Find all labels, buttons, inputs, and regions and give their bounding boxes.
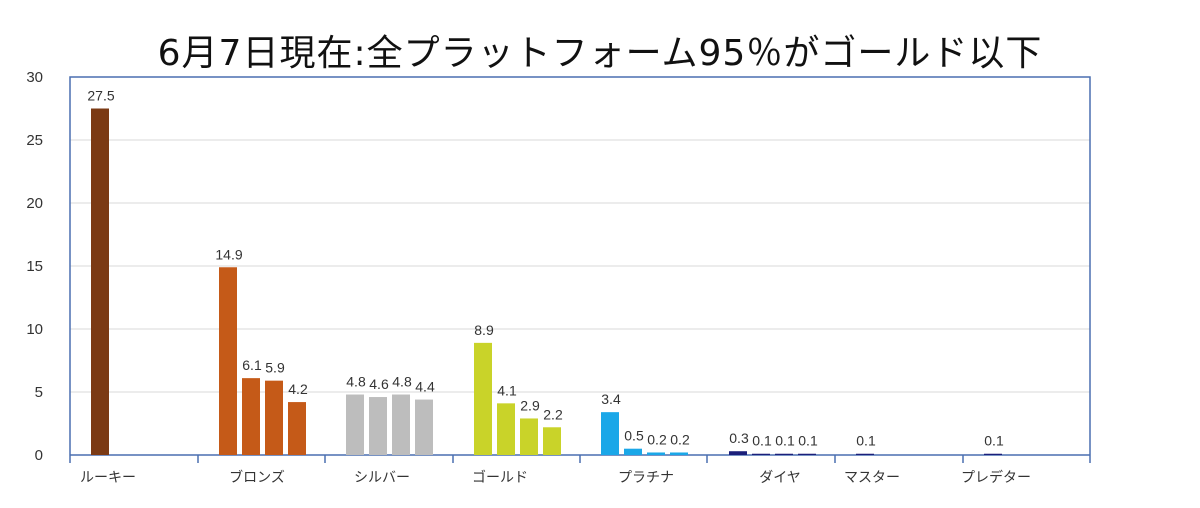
data-label: 4.6: [369, 376, 389, 392]
y-tick-label: 10: [26, 321, 43, 338]
bar-ゴールド-4: [543, 427, 561, 455]
data-label: 0.3: [729, 430, 749, 446]
y-tick-label: 25: [26, 132, 43, 149]
data-label: 4.8: [392, 374, 412, 390]
data-label: 4.4: [415, 379, 435, 395]
data-label: 0.1: [984, 433, 1004, 449]
bar-プラチナ-2: [624, 448, 642, 455]
x-category-label: プレデター: [961, 469, 1031, 486]
data-label: 4.8: [346, 374, 366, 390]
y-tick-label: 30: [26, 69, 43, 86]
bar-プラチナ-1: [601, 412, 619, 455]
y-tick-label: 20: [26, 195, 43, 212]
x-category-label: マスター: [844, 470, 900, 486]
bar-ダイヤ-1: [729, 451, 747, 455]
bar-ゴールド-3: [520, 418, 538, 455]
bar-シルバー-1: [346, 394, 364, 455]
x-category-label: シルバー: [354, 470, 410, 486]
data-label: 8.9: [474, 322, 494, 338]
bar-マスター-1: [856, 453, 874, 455]
data-label: 27.5: [87, 88, 114, 104]
y-tick-label: 0: [35, 447, 43, 464]
bar-プラチナ-3: [647, 452, 665, 455]
data-label: 0.5: [624, 428, 644, 444]
data-label: 0.1: [856, 433, 876, 449]
bar-ブロンズ-1: [219, 267, 237, 455]
data-label: 0.1: [775, 433, 795, 449]
bar-ブロンズ-4: [288, 402, 306, 455]
x-category-label: プラチナ: [618, 470, 674, 486]
bar-シルバー-2: [369, 397, 387, 455]
data-label: 4.2: [288, 381, 308, 397]
data-label: 0.2: [670, 431, 690, 447]
data-label: 2.2: [543, 406, 563, 422]
bar-ルーキー-1: [91, 108, 109, 455]
x-category-label: ダイヤ: [759, 470, 801, 486]
bar-ブロンズ-2: [242, 378, 260, 455]
data-label: 4.1: [497, 382, 517, 398]
data-label: 2.9: [520, 397, 540, 413]
bar-プレデター-1: [984, 453, 1002, 455]
x-category-label: ゴールド: [472, 469, 528, 486]
data-label: 14.9: [215, 246, 242, 262]
data-label: 5.9: [265, 360, 285, 376]
y-tick-label: 5: [35, 384, 43, 401]
bar-ゴールド-1: [474, 342, 492, 455]
y-tick-label: 15: [26, 258, 43, 275]
bar-ダイヤ-4: [798, 453, 816, 455]
data-label: 6.1: [242, 357, 262, 373]
bar-ゴールド-2: [497, 403, 515, 455]
bar-ダイヤ-2: [752, 453, 770, 455]
data-label: 0.1: [798, 433, 818, 449]
data-label: 0.2: [647, 431, 667, 447]
bar-シルバー-3: [392, 394, 410, 455]
plot-frame: [69, 76, 1091, 455]
bar-ダイヤ-3: [775, 453, 793, 455]
bar-ブロンズ-3: [265, 380, 283, 455]
x-category-label: ブロンズ: [229, 469, 285, 486]
bar-プラチナ-4: [670, 452, 688, 455]
data-label: 0.1: [752, 433, 772, 449]
bar-シルバー-4: [415, 399, 433, 455]
x-category-label: ルーキー: [80, 470, 136, 486]
chart-title: 6月7日現在:全プラットフォーム95％がゴールド以下: [157, 33, 1043, 74]
data-label: 3.4: [601, 391, 621, 407]
